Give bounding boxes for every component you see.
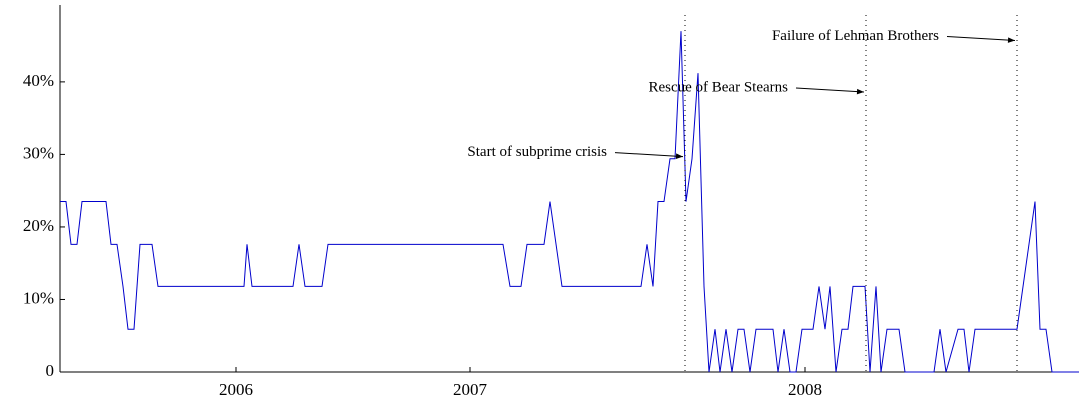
x-tick-label: 2006 (219, 380, 253, 399)
annotation: Start of subprime crisis (467, 144, 607, 160)
data-line (60, 31, 1079, 373)
y-tick-label: 40% (23, 71, 54, 90)
annotation-arrow (795, 87, 865, 95)
annotation: Failure of Lehman Brothers (772, 28, 939, 44)
annotation: Rescue of Bear Stearns (648, 79, 788, 95)
x-tick-label: 2008 (788, 380, 822, 399)
y-tick-label: 30% (23, 143, 54, 162)
y-tick-label: 10% (23, 288, 54, 307)
annotation-arrow (946, 36, 1016, 43)
y-tick-label: 0 (46, 361, 55, 380)
annotation-arrow (614, 152, 684, 159)
x-tick-label: 2007 (453, 380, 488, 399)
y-tick-label: 20% (23, 216, 54, 235)
